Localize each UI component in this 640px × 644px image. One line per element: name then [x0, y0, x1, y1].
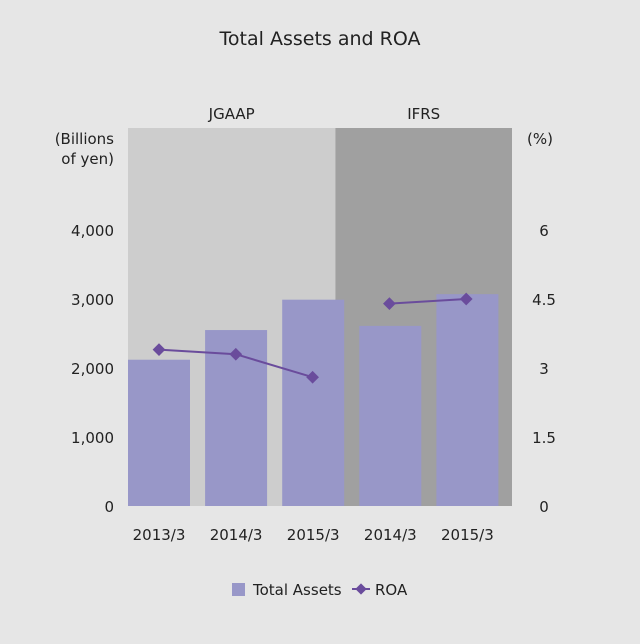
roa-point: [152, 343, 166, 356]
y-axis-label-left: (Billions: [55, 130, 114, 148]
y-tick-right: 4.5: [532, 291, 556, 309]
legend-label-total-assets: Total Assets: [252, 581, 342, 599]
x-tick: 2015/3: [441, 526, 494, 544]
bar-total-assets: [359, 325, 422, 506]
legend-swatch-total-assets: [232, 583, 245, 596]
x-tick: 2013/3: [133, 526, 186, 544]
bar-total-assets: [282, 299, 345, 506]
roa-line: [389, 298, 467, 305]
y-tick-right: 3: [539, 360, 549, 378]
y-tick-left: 2,000: [71, 360, 114, 378]
x-tick: 2014/3: [364, 526, 417, 544]
y-tick-left: 4,000: [71, 222, 114, 240]
y-tick-right: 0: [539, 498, 549, 516]
legend-label-roa: ROA: [375, 581, 408, 599]
bar-total-assets: [436, 294, 499, 506]
region-label: JGAAP: [208, 105, 255, 123]
y-tick-right: 1.5: [532, 429, 556, 447]
roa-point: [383, 297, 396, 310]
y-tick-right: 6: [539, 222, 549, 240]
y-axis-label-left: of yen): [61, 150, 114, 168]
roa-point: [459, 292, 473, 306]
roa-point: [306, 370, 319, 384]
y-tick-left: 0: [104, 498, 114, 516]
roa-point: [229, 347, 243, 361]
region-label: IFRS: [407, 105, 440, 123]
y-axis-label-right: (%): [527, 130, 553, 148]
chart-title: Total Assets and ROA: [219, 28, 421, 50]
x-tick: 2015/3: [287, 526, 340, 544]
y-tick-left: 3,000: [71, 291, 114, 309]
y-tick-left: 1,000: [71, 429, 114, 447]
x-tick: 2014/3: [210, 526, 263, 544]
bar-total-assets: [128, 359, 190, 506]
